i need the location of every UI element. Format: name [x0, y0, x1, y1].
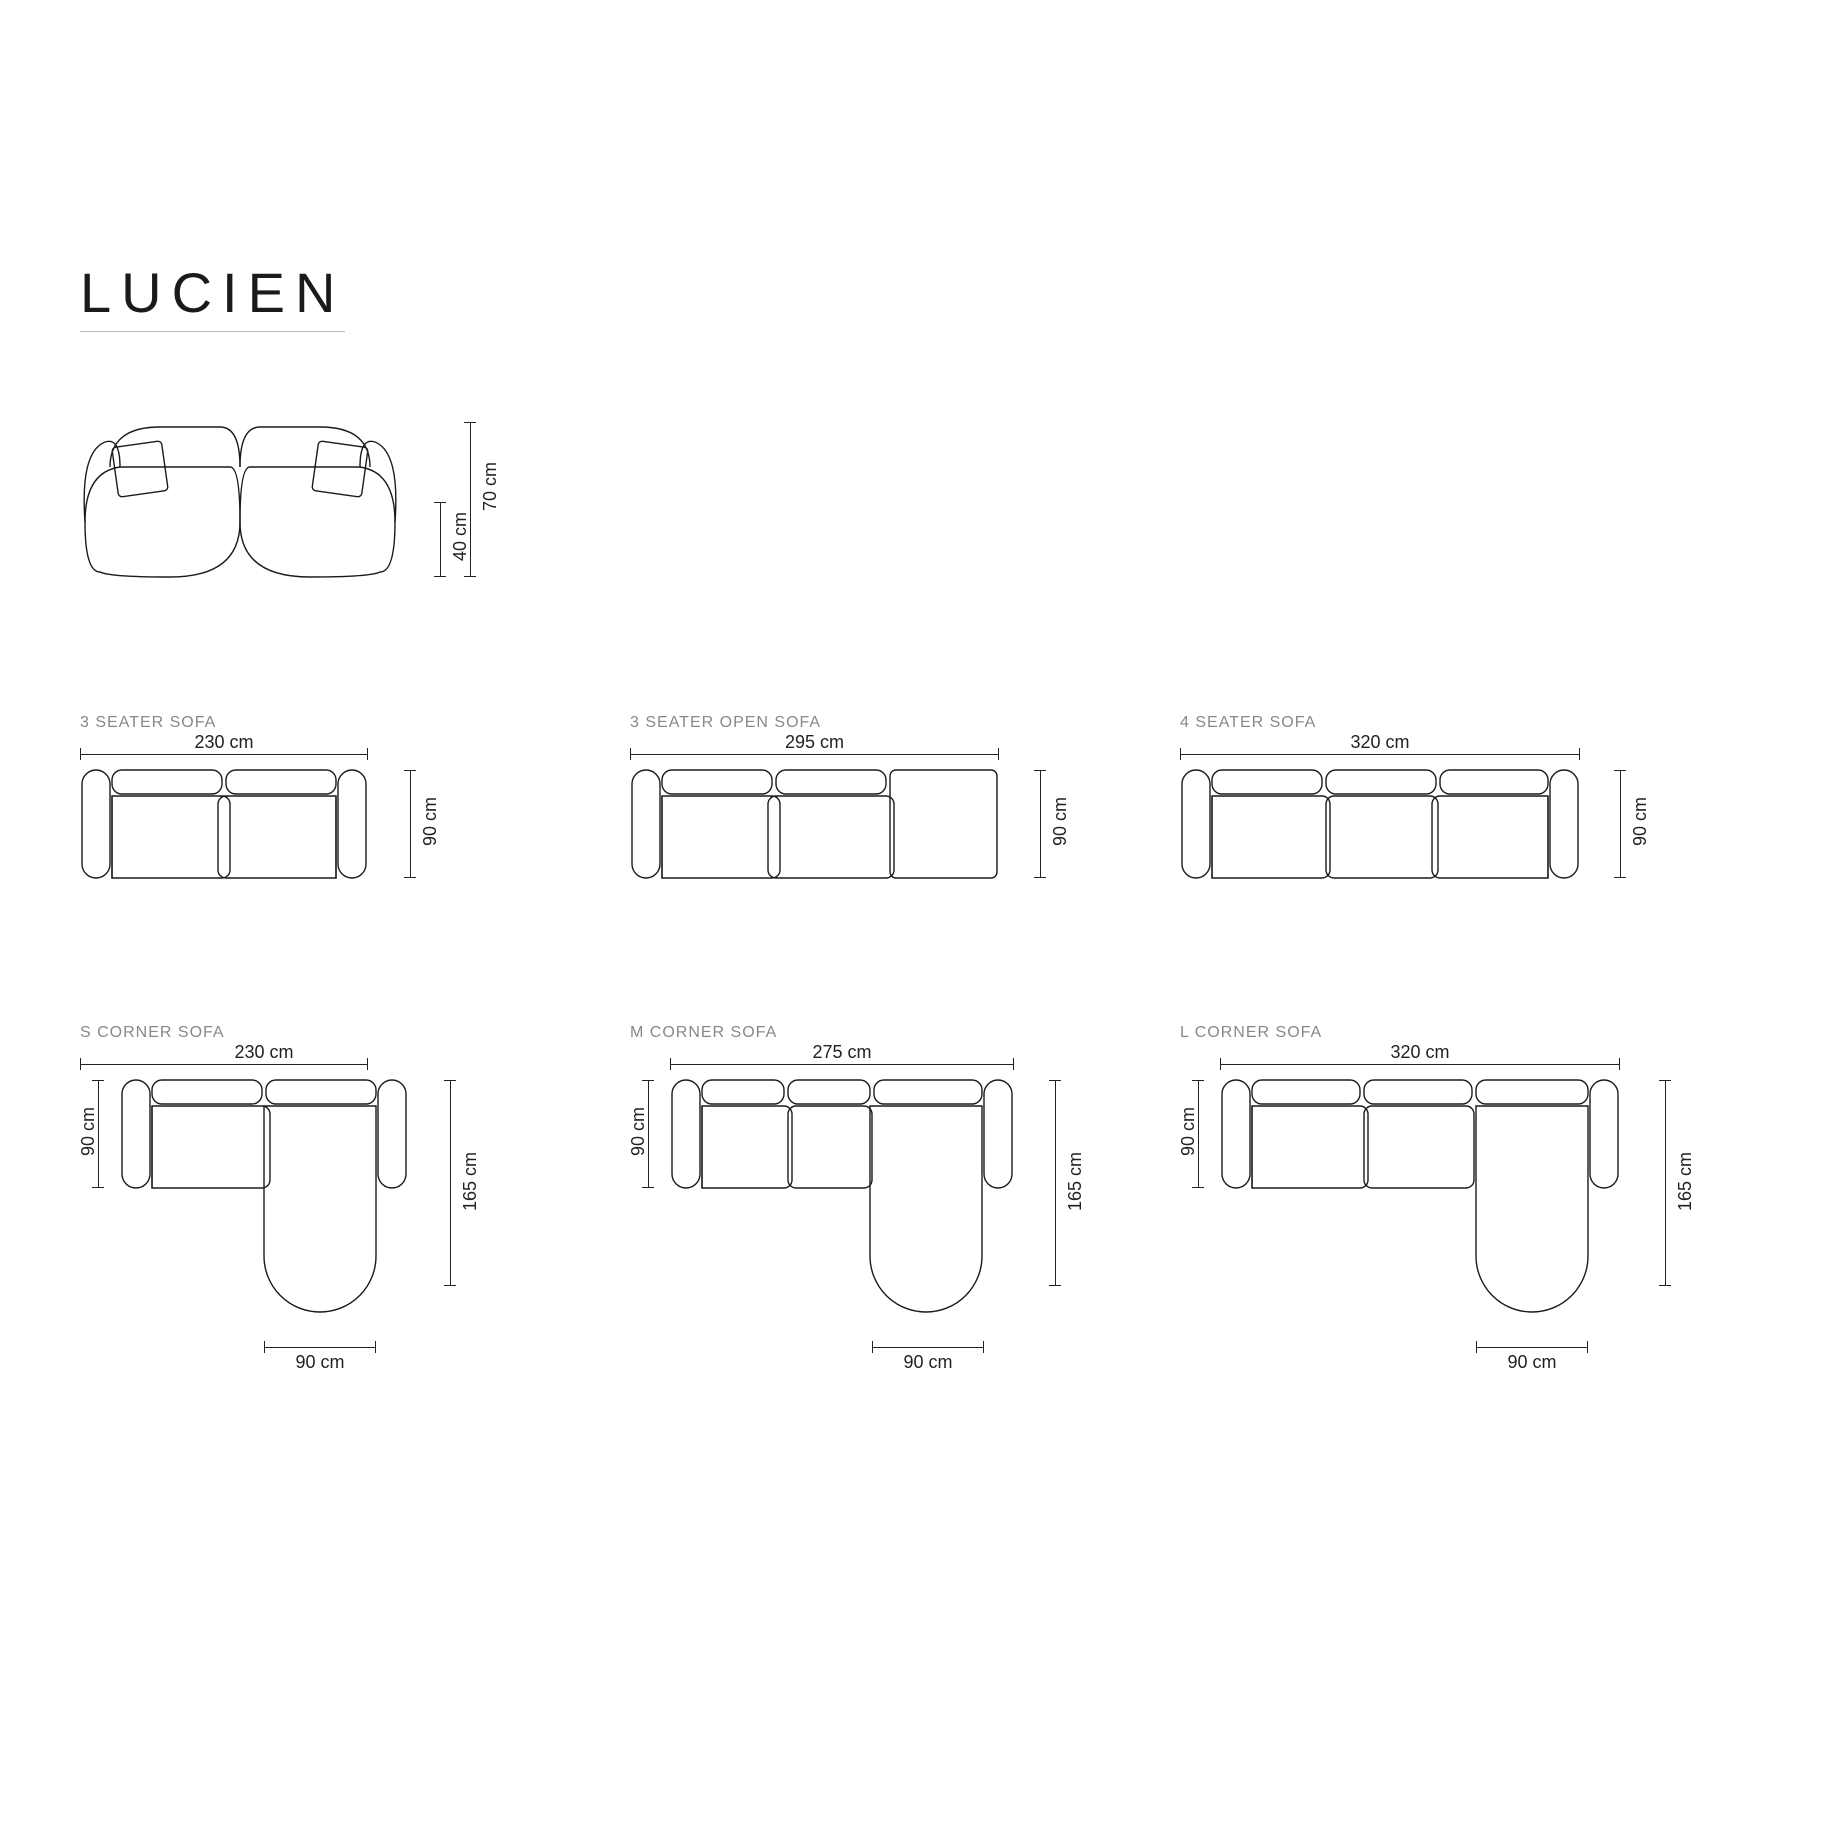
- dim-depth: 90 cm: [420, 797, 441, 846]
- dim-width: 275 cm: [670, 1042, 1014, 1063]
- dim-height-seat: 40 cm: [450, 512, 471, 561]
- plan-svg: [80, 768, 400, 918]
- dim-depth-top: 90 cm: [78, 1107, 99, 1156]
- caption: 3 SEATER OPEN SOFA: [630, 714, 821, 732]
- dim-depth-total: 165 cm: [1065, 1152, 1086, 1211]
- dim-depth: 90 cm: [1050, 797, 1071, 846]
- caption: M CORNER SOFA: [630, 1024, 777, 1042]
- dim-chaise-width: 90 cm: [264, 1352, 376, 1373]
- plan-svg: [630, 768, 1030, 918]
- product-title: LUCIEN: [80, 260, 345, 332]
- plan-svg: [1180, 768, 1610, 918]
- dim-width: 230 cm: [120, 1042, 408, 1063]
- spec-sheet: LUCIEN 70 cm 40 cm: [80, 260, 1767, 1612]
- dim-depth-total: 165 cm: [1675, 1152, 1696, 1211]
- variant-4-seater: 4 SEATER SOFA 320 cm 90 cm: [1180, 742, 1610, 918]
- dim-chaise-width: 90 cm: [1476, 1352, 1588, 1373]
- caption: S CORNER SOFA: [80, 1024, 225, 1042]
- front-elevation: 70 cm 40 cm: [80, 412, 420, 582]
- dim-width: 320 cm: [1180, 732, 1580, 753]
- dim-depth-top: 90 cm: [1178, 1107, 1199, 1156]
- dim-depth-top: 90 cm: [628, 1107, 649, 1156]
- variant-l-corner: L CORNER SOFA 320 cm 90 cm 165 cm 90 cm: [1180, 1052, 1690, 1338]
- dim-height-total: 70 cm: [480, 462, 501, 511]
- dim-depth-total: 165 cm: [460, 1152, 481, 1211]
- caption: 4 SEATER SOFA: [1180, 714, 1316, 732]
- caption: L CORNER SOFA: [1180, 1024, 1322, 1042]
- drawings-grid: 70 cm 40 cm 3 SEATER SOFA 230 cm: [80, 412, 1767, 1612]
- dim-width: 230 cm: [80, 732, 368, 753]
- dim-width: 295 cm: [630, 732, 999, 753]
- caption: 3 SEATER SOFA: [80, 714, 216, 732]
- plan-svg: [120, 1078, 480, 1338]
- plan-svg: [1220, 1078, 1690, 1338]
- variant-s-corner: S CORNER SOFA 230 cm 90 cm 165 cm 90 cm: [80, 1052, 480, 1338]
- plan-svg: [670, 1078, 1090, 1338]
- dim-width: 320 cm: [1220, 1042, 1620, 1063]
- variant-m-corner: M CORNER SOFA 275 cm 90 cm 165 cm 90 cm: [630, 1052, 1090, 1338]
- dim-chaise-width: 90 cm: [872, 1352, 984, 1373]
- variant-3-seater-open: 3 SEATER OPEN SOFA 295 cm 90 cm: [630, 742, 1030, 918]
- variant-3-seater: 3 SEATER SOFA 230 cm 90 cm: [80, 742, 400, 918]
- dim-depth: 90 cm: [1630, 797, 1651, 846]
- front-elevation-svg: [80, 412, 420, 582]
